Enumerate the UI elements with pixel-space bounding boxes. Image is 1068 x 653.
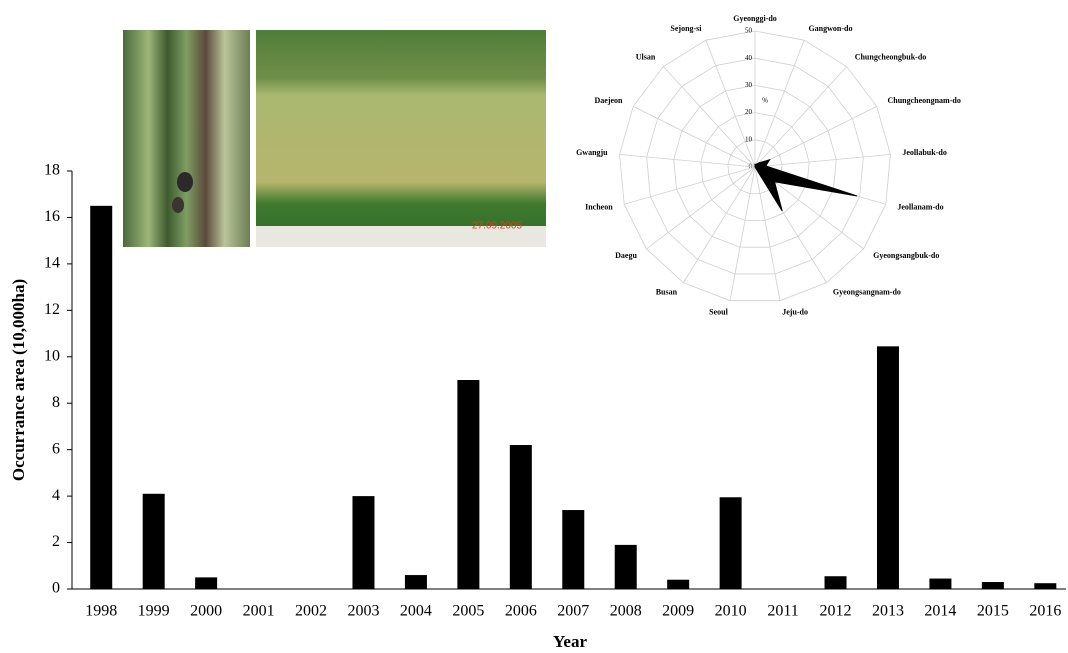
radar-category-label: Gyeongsangnam-do (833, 288, 901, 297)
radar-category-label: Busan (656, 288, 678, 297)
x-tick-label: 2001 (243, 603, 275, 620)
y-tick-label: 4 (52, 487, 60, 504)
x-tick-label: 2004 (400, 603, 432, 620)
radar-category-label: Jeollabuk-do (902, 148, 946, 157)
y-axis-title: Occurrance area (10,000ha) (9, 279, 28, 481)
radar-category-label: Jeollanam-do (897, 202, 943, 211)
radar-spoke (633, 106, 755, 167)
y-tick-label: 10 (44, 347, 60, 364)
radar-unit: % (762, 97, 768, 105)
bar (562, 510, 584, 589)
x-tick-label: 1999 (138, 603, 170, 620)
x-tick-label: 2013 (872, 603, 904, 620)
bar (720, 497, 742, 589)
x-tick-label: 2009 (662, 603, 694, 620)
radar-tick-label: 30 (745, 81, 753, 89)
y-tick-label: 6 (52, 440, 60, 457)
radar-category-label: Jeju-do (782, 307, 808, 316)
bar (667, 580, 689, 589)
radar-category-label: Daejeon (595, 96, 624, 105)
bar (1034, 583, 1056, 589)
x-tick-label: 2010 (715, 603, 747, 620)
radar-spoke (620, 154, 755, 167)
radar-category-label: Ulsan (636, 52, 656, 61)
x-tick-label: 2008 (610, 603, 642, 620)
x-tick-label: 2000 (190, 603, 222, 620)
radar-category-label: Daegu (615, 251, 637, 260)
figure: 27.09.2005 Year Occurrance area (10,000h… (0, 0, 1068, 653)
radar-spoke (755, 106, 877, 167)
x-tick-label: 2007 (557, 603, 589, 620)
y-tick-label: 12 (44, 301, 60, 318)
radar-tick-label: 50 (745, 27, 753, 35)
photo-disease (123, 30, 250, 247)
page: {"chart_data": [ {"type": "bar", "x_labe… (0, 0, 1068, 653)
bar (615, 545, 637, 589)
x-tick-label: 2015 (977, 603, 1009, 620)
x-tick-label: 2016 (1029, 603, 1061, 620)
radar-category-label: Gwangju (576, 148, 608, 157)
radar-category-label: Gyeonggi-do (733, 14, 777, 23)
radar-spoke (646, 167, 755, 249)
radar-tick-label: 10 (745, 135, 753, 143)
bar (929, 579, 951, 589)
bar (90, 206, 112, 589)
y-tick-label: 8 (52, 394, 60, 411)
radar-category-label: Chungcheongnam-do (887, 96, 960, 105)
x-tick-label: 2014 (924, 603, 956, 620)
radar-category-label: Chungcheongbuk-do (855, 52, 927, 61)
y-tick-label: 2 (52, 533, 60, 550)
x-tick-label: 1998 (85, 603, 117, 620)
bar (457, 380, 479, 589)
bar (877, 346, 899, 589)
x-tick-label: 2012 (820, 603, 852, 620)
x-tick-label: 2002 (295, 603, 327, 620)
x-tick-label: 2006 (505, 603, 537, 620)
radar-tick-label: 40 (745, 54, 753, 62)
y-tick-label: 18 (44, 162, 60, 179)
radar-spoke (663, 66, 755, 167)
radar-tick-label: 20 (745, 108, 753, 116)
radar-category-label: Gangwon-do (808, 24, 852, 33)
bar (982, 582, 1004, 589)
bar (352, 496, 374, 589)
photo-stamp: 27.09.2005 (472, 221, 522, 232)
bar (510, 445, 532, 589)
radar-category-label: Incheon (585, 202, 613, 211)
bar (143, 494, 165, 589)
x-tick-label: 2003 (347, 603, 379, 620)
bar (405, 575, 427, 589)
y-tick-label: 14 (44, 255, 60, 272)
photo-field: 27.09.2005 (256, 30, 546, 247)
bar (195, 577, 217, 589)
x-tick-label: 2005 (452, 603, 484, 620)
y-tick-label: 16 (44, 208, 60, 225)
x-axis-title: Year (553, 632, 587, 651)
x-tick-label: 2011 (767, 603, 798, 620)
radar-category-label: Sejong-si (670, 24, 702, 33)
radar-area (755, 160, 857, 211)
y-tick-label: 0 (52, 580, 60, 597)
radar-category-label: Gyeongsangbuk-do (873, 251, 939, 260)
radar-category-label: Seoul (709, 307, 728, 316)
radar-spoke (755, 66, 847, 167)
radar-spoke (755, 154, 890, 167)
bar (825, 576, 847, 589)
